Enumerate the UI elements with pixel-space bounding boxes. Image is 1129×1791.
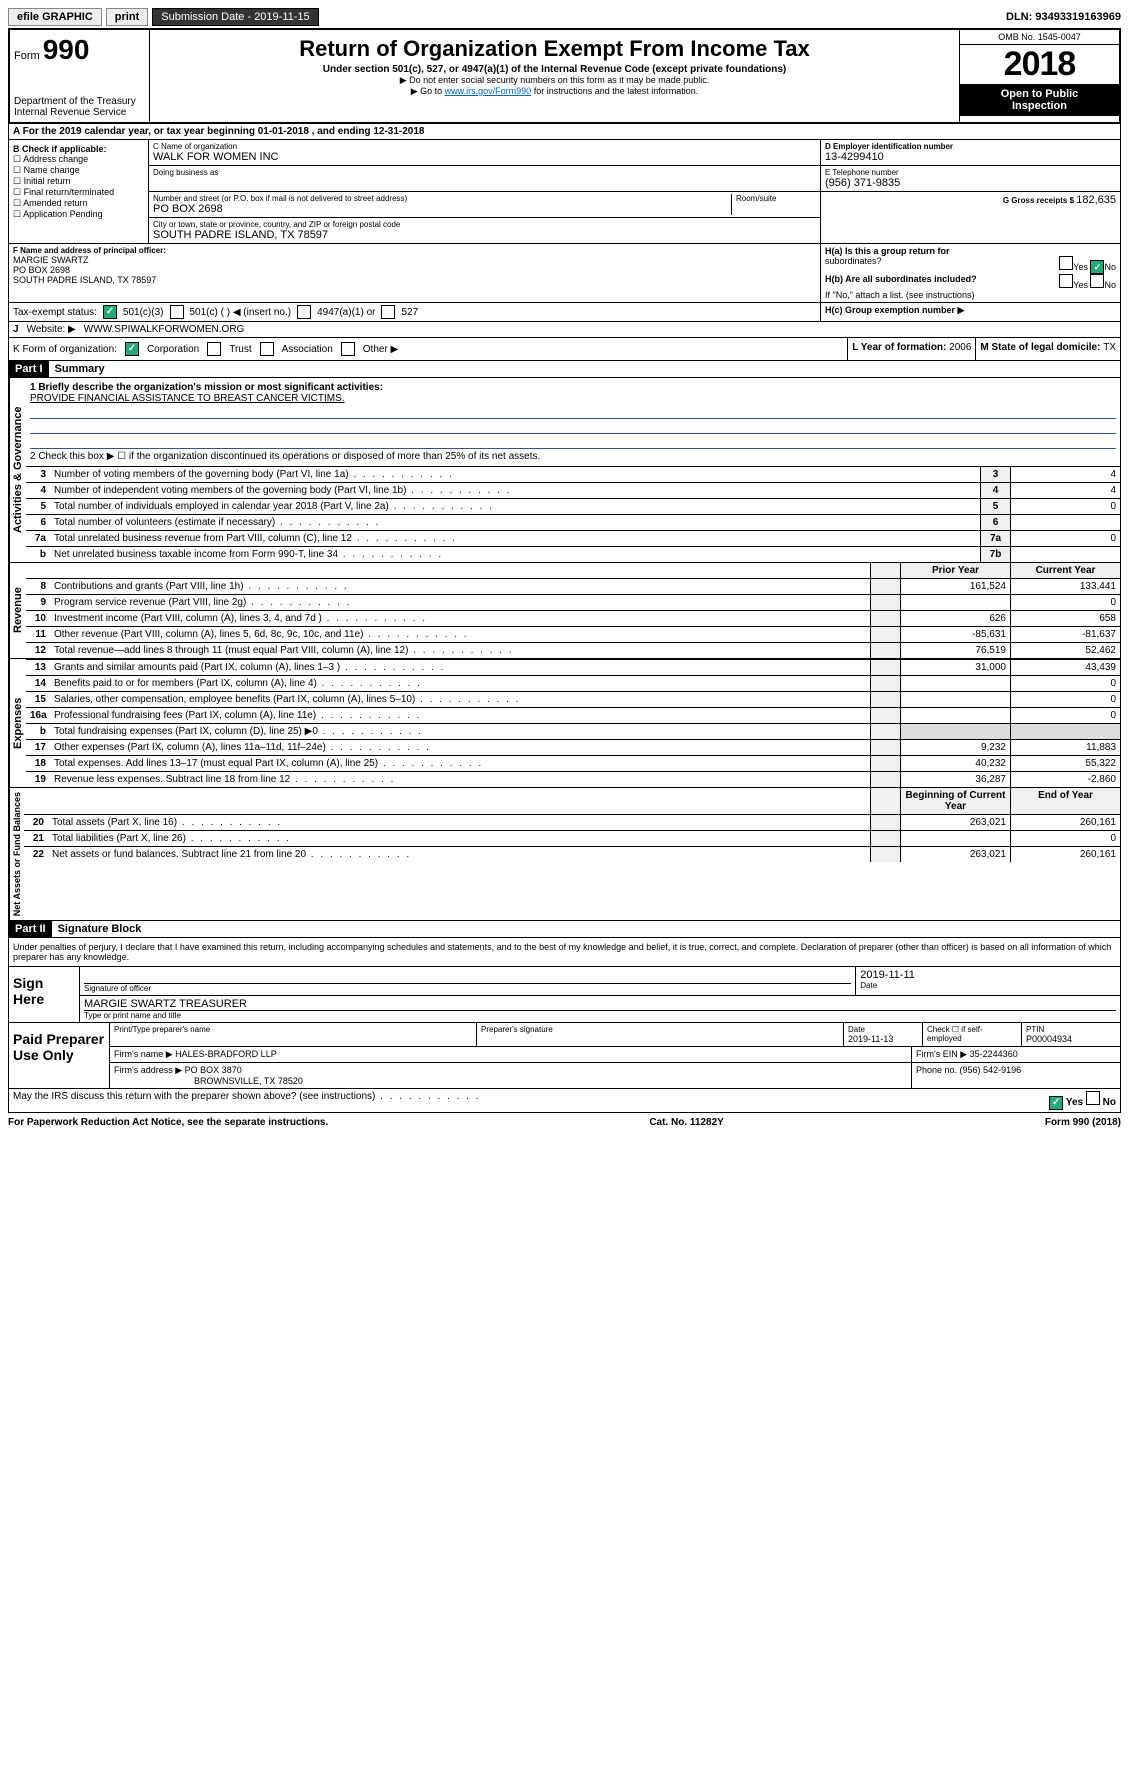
ein: 13-4299410	[825, 151, 1116, 163]
mission: PROVIDE FINANCIAL ASSISTANCE TO BREAST C…	[30, 393, 1116, 404]
box-b: B Check if applicable: ☐ Address change☐…	[9, 140, 149, 243]
pra-notice: For Paperwork Reduction Act Notice, see …	[8, 1117, 328, 1128]
org-name: WALK FOR WOMEN INC	[153, 151, 816, 163]
tax-period: A For the 2019 calendar year, or tax yea…	[8, 124, 1121, 140]
side-expenses: Expenses	[9, 659, 26, 787]
print-btn[interactable]: print	[106, 8, 148, 26]
side-governance: Activities & Governance	[9, 378, 26, 562]
firm: HALES-BRADFORD LLP	[175, 1049, 277, 1059]
efile-btn[interactable]: efile GRAPHIC	[8, 8, 102, 26]
form-title: Return of Organization Exempt From Incom…	[154, 36, 955, 62]
dln: DLN: 93493319163969	[1006, 11, 1121, 23]
501c3-check: ✓	[103, 305, 117, 319]
sign-here: Sign Here	[9, 967, 79, 1022]
part1-hdr: Part I	[9, 361, 49, 377]
paid-preparer: Paid Preparer Use Only	[9, 1023, 109, 1088]
side-net: Net Assets or Fund Balances	[9, 788, 24, 920]
officer-name: MARGIE SWARTZ	[13, 255, 816, 265]
irs-link[interactable]: www.irs.gov/Form990	[445, 86, 532, 96]
part2-hdr: Part II	[9, 921, 52, 937]
phone: (956) 371-9835	[825, 177, 1116, 189]
officer-sig-name: MARGIE SWARTZ TREASURER	[84, 998, 1116, 1011]
form-header: Form 990 Department of the Treasury Inte…	[8, 28, 1121, 124]
declaration: Under penalties of perjury, I declare th…	[8, 938, 1121, 967]
website: WWW.SPIWALKFORWOMEN.ORG	[84, 324, 245, 335]
side-revenue: Revenue	[9, 563, 26, 658]
org-address: PO BOX 2698	[153, 203, 731, 215]
subdate: Submission Date - 2019-11-15	[152, 8, 318, 26]
